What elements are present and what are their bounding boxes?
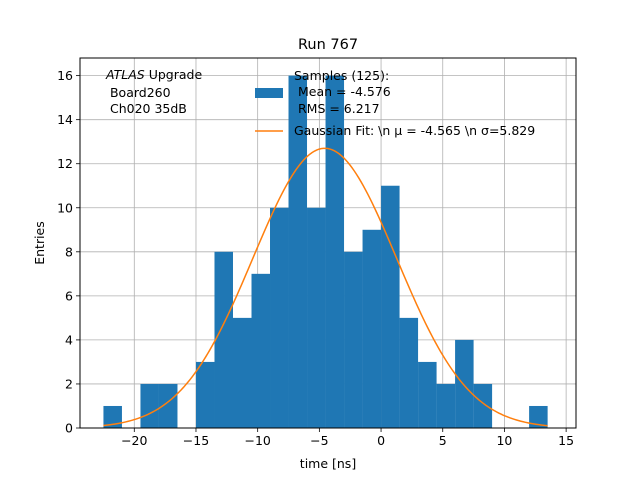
histogram-bar (529, 405, 548, 428)
histogram-bar (436, 383, 456, 428)
x-tick-label: 5 (439, 433, 447, 448)
x-tick-label: 10 (496, 433, 512, 448)
y-tick-label: 6 (65, 288, 73, 303)
x-tick-label: −5 (310, 433, 328, 448)
histogram-bar (418, 361, 437, 428)
histogram-bar (158, 383, 178, 428)
annotation-upgrade: Upgrade (149, 67, 203, 82)
annotation-channel: Ch020 35dB (106, 101, 187, 116)
histogram-bar (140, 383, 159, 428)
y-tick-label: 14 (57, 112, 73, 127)
histogram-bar (399, 317, 419, 428)
x-axis-label: time [ns] (300, 456, 356, 471)
y-tick-label: 8 (65, 244, 73, 259)
legend-fit-label: Gaussian Fit: \n μ = -4.565 \n σ=5.829 (294, 123, 535, 138)
histogram-bar (214, 251, 233, 428)
histogram-bar (251, 273, 271, 428)
x-tick-label: −10 (244, 433, 270, 448)
histogram-bar (325, 75, 345, 428)
annotation-board: Board260 (106, 85, 171, 100)
x-tick-label: 0 (377, 433, 385, 448)
svg-text:ATLAS Upgrade: ATLAS Upgrade (105, 67, 202, 82)
x-axis-ticks: −20 −15 −10 −5 0 5 10 15 (121, 428, 574, 448)
y-tick-label: 10 (57, 200, 73, 215)
y-axis-ticks: 0 2 4 6 8 10 12 14 16 (57, 68, 80, 436)
histogram-bar (232, 317, 252, 428)
histogram-bar (381, 185, 400, 428)
run-annotation: ATLAS Upgrade Board260 Ch020 35dB (105, 67, 202, 116)
x-tick-label: −15 (183, 433, 209, 448)
y-tick-label: 16 (57, 68, 73, 83)
chart-title: Run 767 (298, 37, 358, 53)
gaussian-fit-line (103, 147, 548, 427)
y-tick-label: 2 (65, 376, 73, 391)
x-tick-label: 15 (558, 433, 574, 448)
histogram-bar (307, 207, 326, 428)
y-axis-label: Entries (32, 221, 47, 265)
annotation-atlas: ATLAS (105, 67, 145, 82)
y-tick-label: 0 (65, 421, 73, 436)
histogram-bar (195, 361, 215, 428)
plot-frame (79, 57, 577, 429)
legend-rms: RMS = 6.217 (294, 101, 380, 116)
histogram-bar (270, 207, 289, 428)
histogram-bars (103, 75, 548, 428)
histogram-bar (344, 251, 363, 428)
histogram-bar (455, 339, 474, 428)
legend-samples: Samples (125): (294, 68, 389, 83)
histogram-bar (103, 405, 122, 428)
legend: Samples (125): Mean = -4.576 RMS = 6.217… (255, 68, 535, 138)
histogram-bar (288, 75, 308, 428)
legend-histogram-swatch (255, 88, 283, 98)
histogram-bar (362, 229, 382, 428)
x-tick-label: −20 (121, 433, 147, 448)
y-tick-label: 4 (65, 332, 73, 347)
y-tick-label: 12 (57, 156, 73, 171)
histogram-bar (473, 383, 493, 428)
legend-mean: Mean = -4.576 (294, 84, 391, 99)
